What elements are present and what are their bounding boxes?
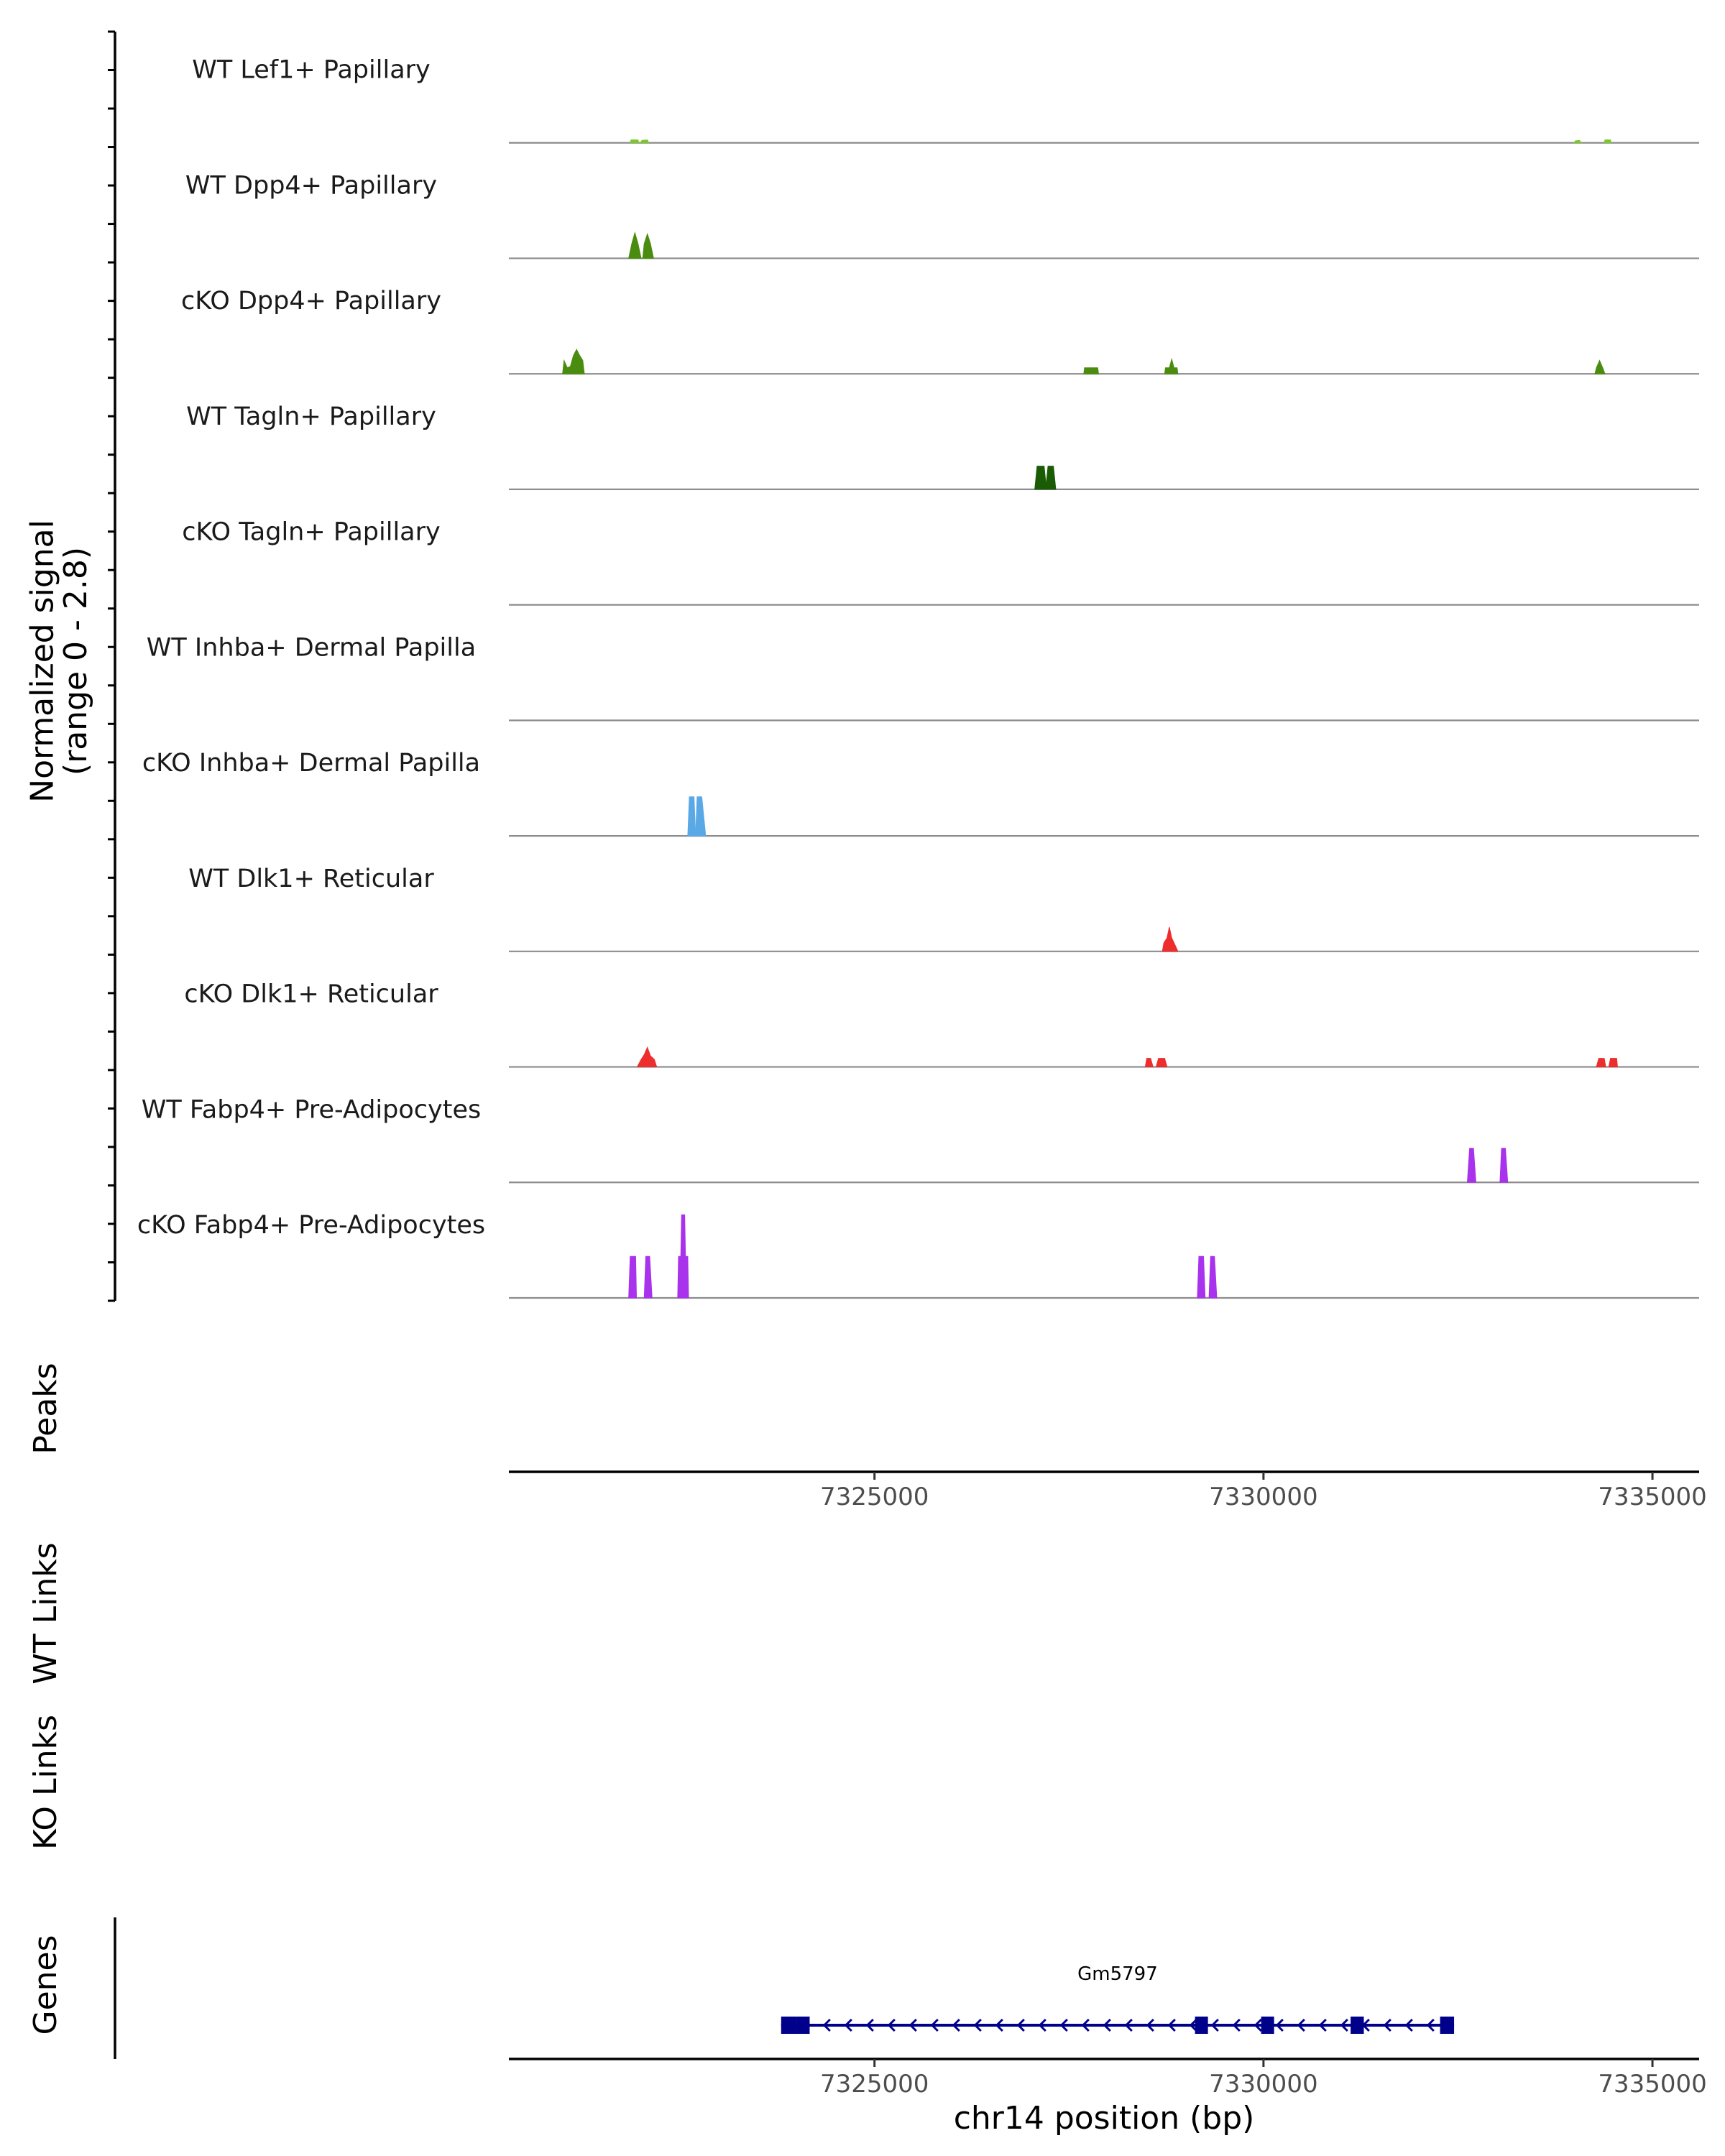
signal-peak [1164,357,1179,374]
x-axes: 7325000 7330000 7335000 7325000 7330000 73350… [509,1470,1707,2137]
signal-peak [628,231,642,259]
strand-arrow [865,2018,874,2032]
x-tick-label: 7335000 [1598,2070,1706,2099]
strand-arrow [1426,2018,1435,2032]
signal-peak [562,349,585,374]
x-tick-label: 7325000 [820,2070,929,2099]
gene-exon [781,2017,797,2034]
signal-peak [1083,367,1099,374]
gene-exon [796,2017,810,2034]
track-label: WT Dlk1+ Reticular [188,865,434,893]
strand-arrow [1146,2018,1154,2032]
signal-peak [1499,1148,1509,1183]
signal-peak [630,139,640,144]
strand-arrow [1318,2018,1327,2032]
strand-arrow [1167,2018,1176,2032]
strand-arrow [1038,2018,1046,2032]
signal-peak [636,1046,658,1067]
strand-arrow [1081,2018,1090,2032]
gene-exon [1195,2017,1208,2034]
strand-arrow [1275,2018,1284,2032]
signal-peak [1573,139,1583,144]
gene-exon [1351,2017,1364,2034]
strand-arrow [1340,2018,1348,2032]
signal-peak [1034,466,1047,490]
track-label: cKO Inhba+ Dermal Papilla [142,749,480,778]
signal-peak [1608,1058,1618,1067]
signal-peak [639,139,650,144]
signal-peak [1197,1256,1206,1299]
strand-arrow [1210,2018,1219,2032]
signal-peak [1466,1148,1476,1183]
track-label: cKO Dpp4+ Papillary [181,287,441,315]
peaks-panel-label: Peaks [27,1363,64,1454]
strand-arrow [973,2018,982,2032]
track-label: WT Fabp4+ Pre-Adipocytes [142,1095,481,1124]
signal-y-axis: Normalized signal(range 0 - 2.8) [24,30,116,1302]
x-tick-label: 7325000 [820,1483,929,1511]
strand-arrow [1232,2018,1241,2032]
strand-arrow [930,2018,939,2032]
strand-arrow [952,2018,960,2032]
signal-peak [628,1256,638,1299]
gene-name: Gm5797 [1077,1963,1158,1985]
signal-peak [1045,466,1057,490]
strand-arrow [1059,2018,1068,2032]
strand-arrow [1189,2018,1197,2032]
strand-arrow [844,2018,852,2032]
strand-arrow [1103,2018,1111,2032]
signal-peak [677,1214,689,1299]
ko_links-panel-label: KO Links [27,1715,64,1850]
signal-peak [1155,1058,1168,1067]
gene-exon [1440,2017,1455,2034]
signal-peak [1162,926,1179,952]
signal-tracks: WT Lef1+ Papillary WT Dpp4+ Papillary cKO … [137,56,1699,1299]
genes-panel-label: Genes [27,1935,64,2035]
strand-arrow [1254,2018,1262,2032]
strand-arrow [1124,2018,1133,2032]
side-panels: Peaks WT Links KO Links Genes [27,1363,116,2059]
y-axis-title-line: (range 0 - 2.8) [58,547,94,775]
signal-peak [642,232,654,259]
track-label: WT Inhba+ Dermal Papilla [147,633,476,662]
signal-peak [687,796,696,837]
track-label: cKO Tagln+ Papillary [182,518,441,547]
x-tick-label: 7330000 [1209,2070,1317,2099]
y-axis-title: Normalized signal(range 0 - 2.8) [24,520,94,803]
track-label: WT Tagln+ Papillary [186,402,436,431]
signal-peak [695,796,707,837]
signal-peak [1594,359,1606,374]
track-label: cKO Dlk1+ Reticular [184,980,438,1009]
signal-peak [1596,1058,1606,1067]
strand-arrow [1016,2018,1025,2032]
strand-arrow [1404,2018,1413,2032]
track-label: cKO Fabp4+ Pre-Adipocytes [137,1211,485,1240]
gene-track: Gm5797 [781,1963,1455,2034]
strand-arrow [822,2018,831,2032]
track-label: WT Lef1+ Papillary [192,56,431,85]
x-axis-title: chr14 position (bp) [954,2100,1255,2137]
strand-arrow [908,2018,917,2032]
signal-peak [643,1256,653,1299]
strand-arrow [995,2018,1003,2032]
x-tick-label: 7335000 [1598,1483,1706,1511]
signal-peak [1604,139,1612,144]
gene-exon [1261,2017,1274,2034]
strand-arrow [1383,2018,1392,2032]
signal-peak [1208,1256,1218,1299]
wt_links-panel-label: WT Links [27,1542,64,1684]
track-label: WT Dpp4+ Papillary [185,171,437,200]
y-axis-title-line: Normalized signal [24,520,61,803]
strand-arrow [1297,2018,1305,2032]
signal-peak [1144,1058,1154,1067]
x-tick-label: 7330000 [1209,1483,1317,1511]
strand-arrow [887,2018,896,2032]
